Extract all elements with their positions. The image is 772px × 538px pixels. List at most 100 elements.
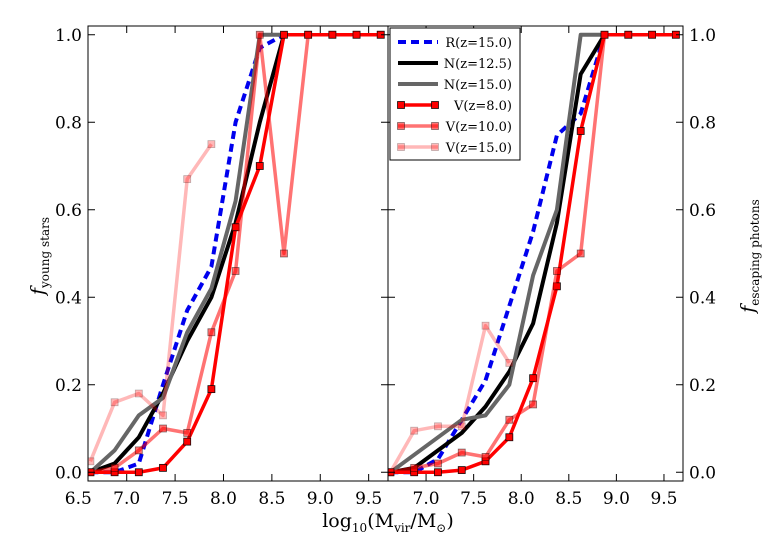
x-label-slash: /M [410,510,436,532]
legend-marker-5-0 [397,143,405,151]
x-tick-label-left-6: 9.5 [355,489,382,509]
x-tick-label-left-0: 6.5 [65,489,92,509]
series-marker-left-5-1 [110,398,119,407]
x-tick-label-left-3: 8.0 [210,489,237,509]
series-marker-right-3-5 [505,433,514,442]
series-marker-left-4-9 [304,30,313,39]
y-tick-label-right-1: 0.2 [689,376,716,396]
x-tick-label-right-3: 8.5 [555,489,582,509]
x-tick-label-left-2: 7.5 [162,489,189,509]
y-tick-label-left-5: 1.0 [55,26,82,46]
y-tick-label-right-3: 0.6 [689,201,716,221]
y-tick-label-right-5: 1.0 [689,26,716,46]
y-label-left-sub: young stars [38,217,52,289]
y-tick-label-left-1: 0.2 [55,376,82,396]
series-marker-right-4-2 [434,459,442,468]
series-marker-left-4-6 [231,267,240,275]
legend-label-0: R(z=15.0) [445,36,512,51]
x-tick-label-right-4: 9.0 [603,489,630,509]
series-marker-left-4-4 [183,428,192,437]
series-marker-left-5-3 [159,411,167,420]
legend-label-3: V(z=8.0) [453,99,512,114]
legend-label-2: N(z=15.0) [444,78,512,93]
series-marker-left-5-5 [207,140,216,149]
plot-area-right [388,30,680,477]
x-label-close: ) [446,510,453,532]
legend-marker-5-1 [431,143,439,151]
plot-area-left [88,30,385,477]
x-tick-label-left-5: 9.0 [307,489,334,509]
series-marker-left-3-6 [231,223,240,232]
series-marker-left-4-3 [159,424,167,433]
series-line-left-5 [88,143,213,462]
series-marker-right-5-3 [457,422,466,431]
series-marker-right-5-2 [434,422,442,431]
series-marker-left-3-3 [159,463,167,472]
y-axis-label-right: fescaping photons [737,199,762,315]
series-marker-right-3-2 [434,468,442,477]
x-tick-label-left-4: 8.5 [258,489,285,509]
legend-label-5: V(z=15.0) [445,141,512,156]
y-tick-label-left-3: 0.6 [55,201,82,221]
series-line-right-5 [388,323,511,474]
series-marker-right-4-4 [481,453,490,461]
series-marker-right-3-8 [576,127,585,135]
legend-label-1: N(z=12.5) [444,57,512,72]
series-marker-right-4-5 [505,415,514,424]
legend-marker-4-1 [431,122,439,130]
series-marker-left-3-4 [183,437,192,446]
series-marker-left-4-5 [207,328,216,337]
series-line-left-2 [89,32,284,474]
x-label-sun: ⊙ [436,521,446,535]
series-marker-left-3-2 [134,468,143,477]
y-axis-label-left: fyoung stars [27,217,52,297]
series-marker-right-4-7 [553,267,561,275]
series-marker-right-5-4 [481,321,490,330]
legend-marker-3-1 [431,101,439,109]
y-tick-label-right-0: 0.0 [689,463,716,483]
series-marker-left-4-2 [134,446,143,455]
series-marker-right-4-10 [624,30,633,39]
x-tick-label-left-1: 7.0 [113,489,140,509]
x-axis-label: log10(Mvir/M⊙) [322,510,454,535]
series-marker-right-4-3 [457,448,466,457]
series-marker-left-5-4 [183,175,192,184]
y-tick-label-right-4: 0.8 [689,113,716,133]
series-marker-left-4-8 [280,249,288,258]
series-marker-right-4-8 [576,249,585,258]
x-label-log-sub: 10 [352,521,367,535]
y-label-right-sub: escaping photons [748,199,762,305]
legend-marker-3-0 [397,101,405,109]
x-label-log: log [322,510,352,532]
legend-marker-4-0 [397,122,405,130]
series-marker-left-3-5 [207,385,216,394]
series-marker-right-4-6 [529,400,538,409]
series-marker-right-4-1 [410,463,419,472]
series-marker-left-5-2 [134,389,143,398]
series-line-left-3 [90,33,381,475]
x-tick-label-right-1: 7.5 [460,489,487,509]
panel-left: 6.5 7.0 7.5 8.0 8.5 9.0 9.5 0.0 0.2 0.4 0.6 0.8 1.0 [55,25,389,509]
series-marker-left-4-10 [328,30,337,39]
legend-box [389,27,521,161]
legend: R(z=15.0) N(z=12.5) N(z=15.0) V(z=8.0) V(z=1… [389,27,521,161]
x-tick-label-right-5: 9.5 [650,489,677,509]
y-tick-label-left-0: 0.0 [55,463,82,483]
x-tick-label-right-2: 8.0 [508,489,535,509]
series-marker-right-5-5 [505,358,514,367]
series-marker-right-5-1 [410,426,419,435]
legend-label-4: V(z=10.0) [445,120,512,135]
y-tick-label-left-2: 0.4 [55,288,82,308]
x-tick-label-right-0: 7.0 [413,489,440,509]
series-marker-left-3-8 [280,30,288,39]
series-line-right-1 [390,33,607,475]
series-marker-left-5-0 [88,457,95,466]
y-label-left-main: f [27,285,49,297]
panel-frame-right [387,25,684,482]
series-marker-left-3-7 [255,162,264,170]
series-line-right-2 [389,32,605,474]
series-marker-right-4-11 [648,30,656,39]
series-line-left-0 [90,33,285,475]
series-line-left-1 [89,34,286,475]
